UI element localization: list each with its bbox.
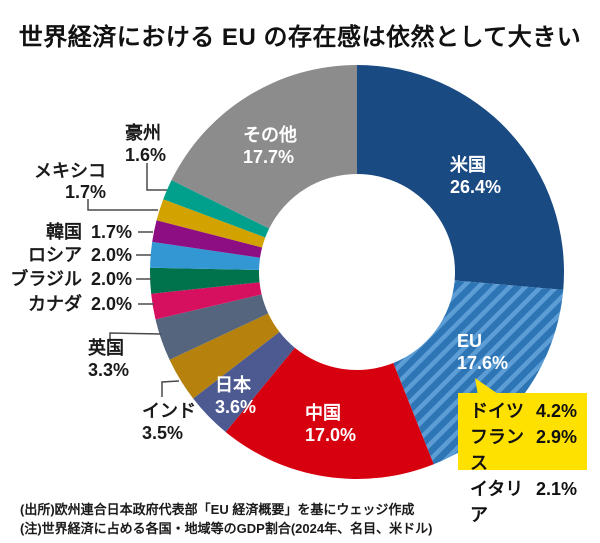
chart-title: 世界経済における EU の存在感は依然として大きい bbox=[18, 24, 582, 51]
segment-label-russia: ロシア 2.0% bbox=[28, 244, 132, 266]
source-note: (出所)欧州連合日本政府代表部「EU 経済概要」を基にウェッジ作成 bbox=[20, 502, 415, 517]
donut-segment bbox=[150, 241, 261, 271]
segment-label-eu: EU 17.6% bbox=[457, 330, 508, 374]
donut-segment bbox=[171, 65, 357, 229]
segment-value: 3.5% bbox=[142, 423, 184, 443]
segment-name: インド bbox=[142, 401, 196, 421]
country-value: 4.2% bbox=[535, 401, 577, 421]
segment-name: ロシア bbox=[27, 245, 82, 265]
segment-label-japan: 日本 3.6% bbox=[215, 374, 256, 418]
country-value: 2.9% bbox=[535, 427, 577, 447]
callout-row-italy: イタリア 2.1% bbox=[470, 476, 577, 528]
segment-label-korea: 韓国 1.7% bbox=[46, 221, 132, 243]
segment-label-india: インド 3.5% bbox=[142, 400, 196, 444]
eu-breakdown-callout: ドイツ 4.2% フランス 2.9% イタリア 2.1% bbox=[458, 378, 587, 525]
donut-segment bbox=[152, 220, 263, 258]
segment-value: 3.3% bbox=[88, 360, 130, 380]
leader-mexico bbox=[87, 199, 158, 211]
segment-label-brazil: ブラジル 2.0% bbox=[10, 268, 132, 290]
leader-lines bbox=[87, 163, 180, 397]
segment-value: 26.4% bbox=[450, 177, 502, 197]
segment-name: 英国 bbox=[88, 338, 124, 358]
country-name: ドイツ bbox=[470, 401, 524, 421]
segment-value: 17.6% bbox=[457, 353, 509, 373]
segment-name: 日本 bbox=[215, 375, 251, 395]
footer-notes: (出所)欧州連合日本政府代表部「EU 経済概要」を基にウェッジ作成 (注)世界経… bbox=[20, 500, 586, 538]
segment-label-canada: カナダ 2.0% bbox=[28, 293, 132, 315]
segment-name: EU bbox=[457, 331, 483, 351]
leader-india bbox=[161, 380, 180, 397]
donut-segments bbox=[150, 65, 564, 479]
donut-segment bbox=[225, 347, 434, 479]
leader-australia bbox=[146, 163, 167, 191]
country-name: イタリア bbox=[470, 479, 524, 525]
segment-name: メキシコ bbox=[34, 161, 106, 181]
segment-value: 17.0% bbox=[305, 425, 357, 445]
data-note: (注)世界経済に占める各国・地域等のGDP割合(2024年、名目、米ドル) bbox=[20, 521, 433, 536]
segment-value: 2.0% bbox=[90, 245, 132, 265]
donut-segment bbox=[169, 313, 280, 399]
donut-segment bbox=[357, 65, 564, 290]
segment-label-uk: 英国 3.3% bbox=[88, 337, 129, 381]
segment-label-usa: 米国 26.4% bbox=[450, 154, 501, 198]
segment-name: カナダ bbox=[27, 294, 82, 314]
donut-segment bbox=[150, 267, 260, 294]
callout-row-germany: ドイツ 4.2% bbox=[470, 398, 577, 424]
donut-segment bbox=[393, 280, 564, 465]
segment-label-china: 中国 17.0% bbox=[305, 402, 356, 446]
segment-name: ブラジル bbox=[10, 269, 82, 289]
segment-value: 2.0% bbox=[90, 294, 132, 314]
country-name: フランス bbox=[470, 427, 524, 473]
segment-value: 1.7% bbox=[90, 222, 132, 242]
donut-segment bbox=[151, 282, 262, 320]
segment-name: その他 bbox=[243, 125, 297, 145]
segment-name: 米国 bbox=[450, 155, 486, 175]
donut-segment bbox=[193, 331, 295, 433]
donut-segment bbox=[156, 199, 266, 248]
segment-value: 17.7% bbox=[243, 147, 295, 167]
segment-value: 2.0% bbox=[90, 269, 132, 289]
segment-name: 韓国 bbox=[45, 222, 82, 242]
segment-label-australia: 豪州 1.6% bbox=[125, 122, 166, 166]
country-value: 2.1% bbox=[535, 479, 577, 499]
donut-segment bbox=[163, 180, 270, 238]
segment-label-others: その他 17.7% bbox=[243, 124, 297, 168]
donut-segment bbox=[155, 294, 269, 360]
leader-uk bbox=[109, 332, 162, 342]
callout-row-france: フランス 2.9% bbox=[470, 424, 577, 476]
segment-label-mexico: メキシコ 1.7% bbox=[34, 161, 106, 203]
segment-name: 中国 bbox=[305, 403, 341, 423]
segment-name: 豪州 bbox=[125, 123, 161, 143]
segment-value: 1.7% bbox=[64, 182, 106, 202]
segment-value: 1.6% bbox=[125, 145, 167, 165]
segment-value: 3.6% bbox=[215, 397, 257, 417]
